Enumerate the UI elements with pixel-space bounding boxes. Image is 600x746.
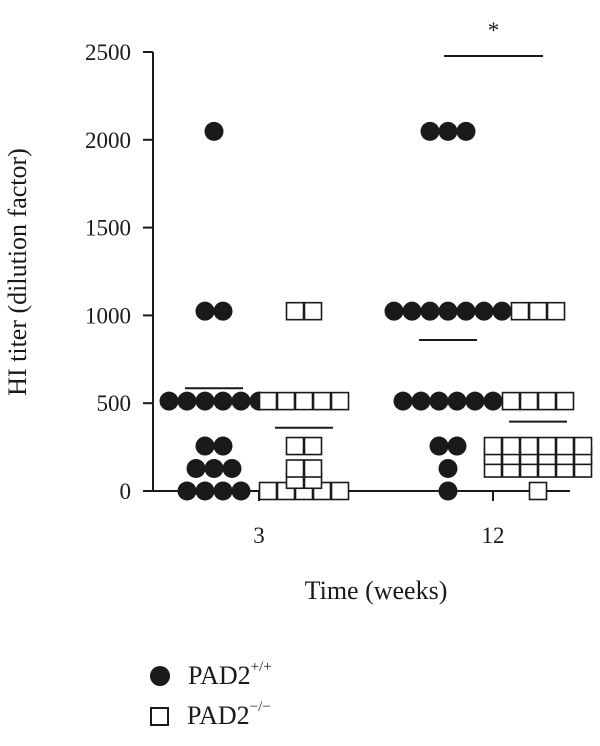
data-point-open-square [555,436,575,456]
legend-item-wildtype: PAD2+/+ [150,656,272,696]
data-point-open-square [528,301,548,321]
data-point-open-square [294,391,314,411]
data-point-open-square [303,436,323,456]
data-point-filled-circle [213,301,233,321]
x-axis-title: Time (weeks) [305,576,448,605]
data-point-filled-circle [177,391,197,411]
data-point-open-square [258,391,278,411]
data-point-filled-circle [438,481,458,501]
data-point-filled-circle [438,459,458,479]
legend-item-knockout: PAD2−/− [150,696,272,736]
data-point-filled-circle [231,481,251,501]
y-tick-label: 0 [120,479,132,504]
data-point-open-square [537,436,557,456]
axes: 0 500 1000 1500 2000 2500 3 12 [85,40,570,548]
data-point-open-square [537,391,557,411]
data-point-filled-circle [465,391,485,411]
data-point-open-square [519,391,539,411]
data-point-filled-circle [411,391,431,411]
data-point-filled-circle [402,301,422,321]
data-point-filled-circle [213,391,233,411]
y-tick-label: 1000 [85,303,131,328]
data-point-open-square [573,436,593,456]
data-point-open-square [276,391,296,411]
data-point-open-square [519,436,539,456]
data-point-open-square [501,436,521,456]
data-point-filled-circle [177,481,197,501]
hi-titer-scatter-chart: 0 500 1000 1500 2000 2500 3 12 * HI titer (dilu… [3,18,593,605]
data-point-filled-circle [420,301,440,321]
y-tick-label: 1500 [85,216,131,241]
data-point-filled-circle [456,301,476,321]
data-point-filled-circle [393,391,413,411]
data-point-filled-circle [204,459,224,479]
data-point-open-square [546,301,566,321]
legend-label-knockout: PAD2−/− [187,699,271,730]
data-point-filled-circle [204,121,224,141]
data-point-open-square [312,391,332,411]
data-point-filled-circle [195,436,215,456]
data-point-open-square [555,391,575,411]
data-point-filled-circle [186,459,206,479]
significance-label: * [488,18,500,43]
data-point-open-square [501,391,521,411]
legend: PAD2+/+ PAD2−/− [150,656,272,736]
data-point-filled-circle [195,391,215,411]
open-square-marker-icon [150,706,169,726]
legend-label-wildtype: PAD2+/+ [188,659,272,690]
data-point-filled-circle [447,436,467,456]
data-point-filled-circle [474,301,494,321]
data-point-filled-circle [213,436,233,456]
filled-circle-marker-icon [150,666,170,686]
data-point-filled-circle [483,391,503,411]
data-point-open-square [510,301,530,321]
data-point-open-square [285,459,305,478]
data-point-filled-circle [456,121,476,141]
data-point-filled-circle [438,301,458,321]
data-point-filled-circle [231,391,251,411]
data-point-filled-circle [195,481,215,501]
y-tick-label: 2500 [85,40,131,65]
data-point-open-square [285,436,305,456]
data-point-open-square [483,436,503,456]
data-point-filled-circle [429,391,449,411]
x-tick-label: 3 [253,523,265,548]
data-point-open-square [330,481,350,501]
data-point-filled-circle [195,301,215,321]
data-point-open-square [285,301,305,321]
data-point-open-square [303,301,323,321]
data-point-open-square [528,481,548,501]
data-point-filled-circle [159,391,179,411]
data-point-filled-circle [438,121,458,141]
data-point-open-square [330,391,350,411]
data-point-filled-circle [384,301,404,321]
y-tick-label: 2000 [85,128,131,153]
data-point-open-square [303,459,323,478]
data-point-filled-circle [213,481,233,501]
data-marks: * [159,18,593,501]
data-point-filled-circle [420,121,440,141]
data-point-filled-circle [222,459,242,479]
data-point-open-square [258,481,278,501]
y-axis-title: HI titer (dilution factor) [3,148,32,396]
data-point-filled-circle [492,301,512,321]
data-point-filled-circle [429,436,449,456]
x-tick-label: 12 [482,523,505,548]
y-tick-label: 500 [97,391,132,416]
data-point-filled-circle [447,391,467,411]
